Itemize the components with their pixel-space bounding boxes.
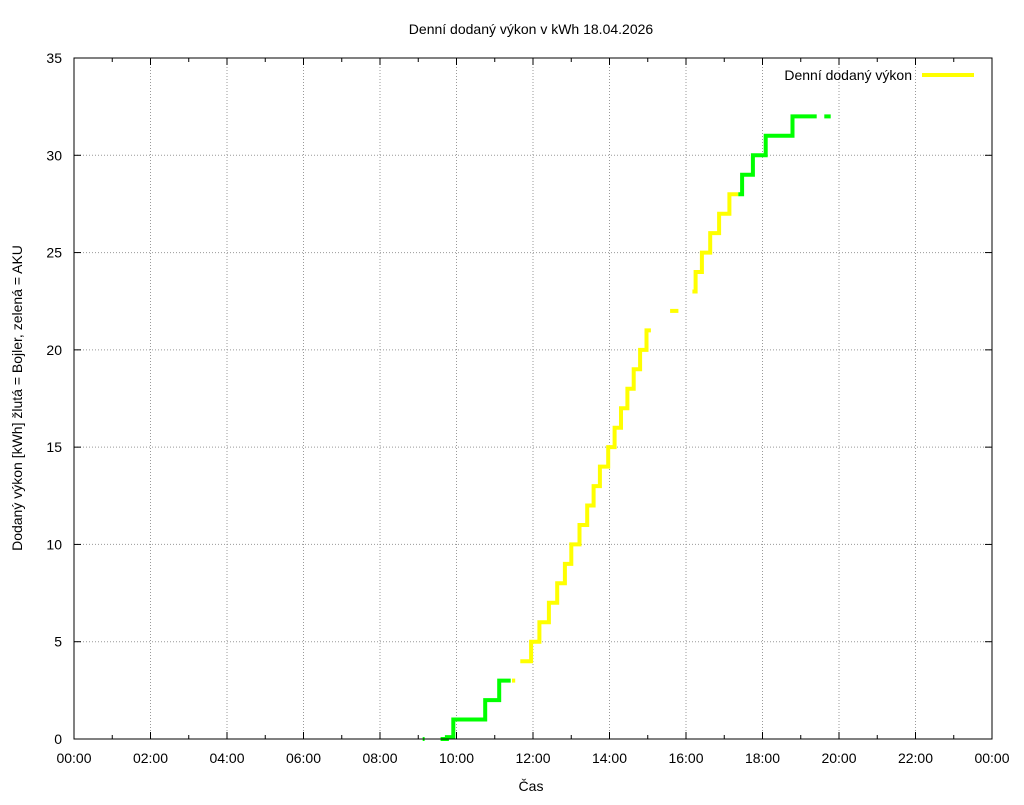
- x-tick-label: 14:00: [592, 750, 627, 766]
- x-tick-label: 10:00: [439, 750, 474, 766]
- axis-tick-labels: 00:00 02:00 04:00 06:00 08:00 10:00 12:00 14:00…: [46, 50, 1009, 766]
- x-tick-label: 12:00: [515, 750, 550, 766]
- y-tick-label: 10: [46, 536, 62, 552]
- x-tick-label: 06:00: [286, 750, 321, 766]
- series-segment-aku: [738, 114, 817, 197]
- series-segment-aku: [440, 678, 511, 741]
- y-tick-label: 35: [46, 50, 62, 66]
- x-tick-label: 20:00: [821, 750, 856, 766]
- y-tick-label: 0: [54, 731, 62, 747]
- x-tick-label: 04:00: [209, 750, 244, 766]
- y-axis-label: Dodaný výkon [kWh] žlutá = Bojler, zelen…: [9, 245, 25, 551]
- series-segment-bojler: [520, 328, 651, 664]
- x-axis-label: Čas: [519, 778, 544, 794]
- axis-ticks: [73, 57, 993, 740]
- x-tick-label: 00:00: [56, 750, 91, 766]
- x-tick-label: 02:00: [133, 750, 168, 766]
- y-tick-label: 5: [54, 634, 62, 650]
- grid-lines: [74, 58, 992, 739]
- legend: Denní dodaný výkon: [784, 67, 974, 83]
- y-tick-label: 25: [46, 245, 62, 261]
- y-tick-label: 30: [46, 147, 62, 163]
- chart-title: Denní dodaný výkon v kWh 18.04.2026: [409, 21, 654, 37]
- x-tick-label: 22:00: [898, 750, 933, 766]
- y-tick-label: 20: [46, 342, 62, 358]
- x-tick-label: 08:00: [362, 750, 397, 766]
- series-segment-bojler: [692, 192, 739, 294]
- y-tick-label: 15: [46, 439, 62, 455]
- x-tick-label: 16:00: [668, 750, 703, 766]
- legend-label: Denní dodaný výkon: [784, 67, 912, 83]
- x-tick-label: 18:00: [745, 750, 780, 766]
- x-tick-label: 00:00: [974, 750, 1009, 766]
